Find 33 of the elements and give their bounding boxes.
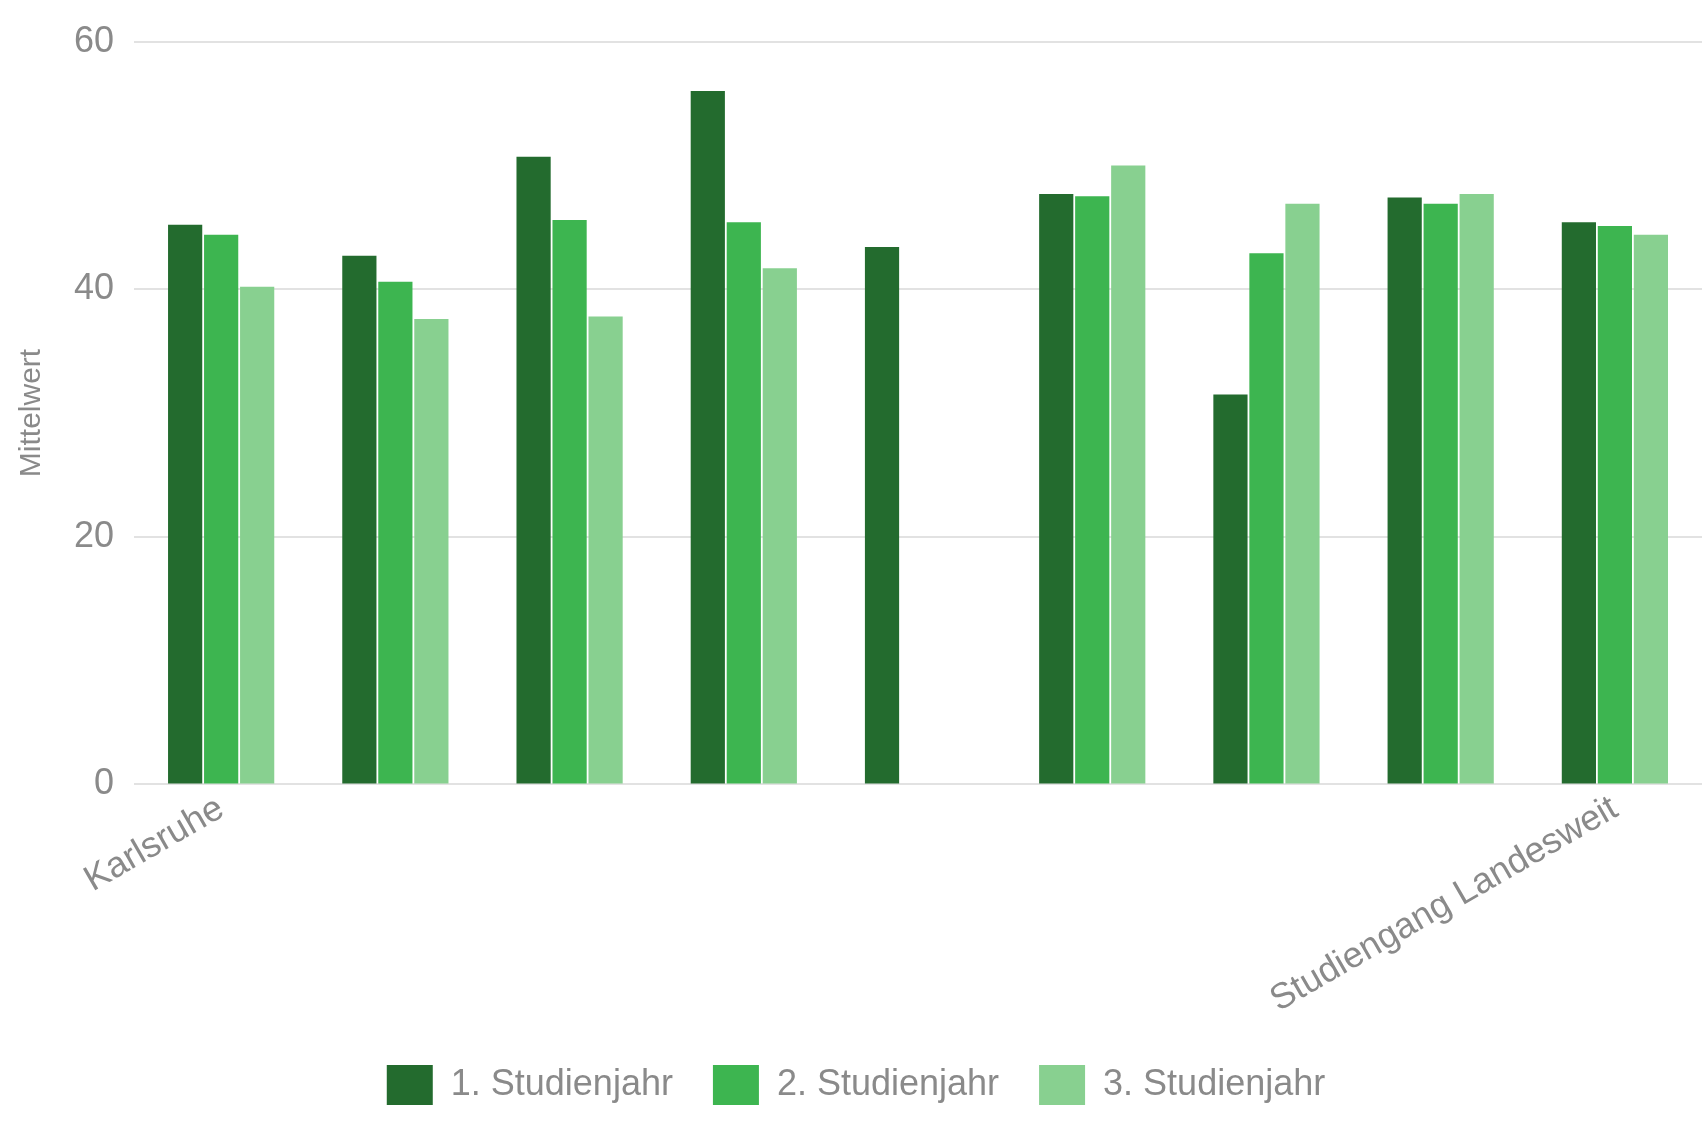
bar (1633, 234, 1668, 784)
y-axis-title: Mittelwert (13, 348, 47, 478)
bar (726, 222, 761, 784)
bar (762, 268, 797, 784)
bar (552, 219, 587, 784)
bar (516, 156, 551, 784)
bar (240, 286, 275, 784)
bar (588, 316, 623, 784)
y-tick-label: 0 (94, 761, 115, 803)
legend-label: 1. Studienjahr (450, 1061, 673, 1103)
y-tick-label: 20 (74, 513, 115, 555)
legend-label: 3. Studienjahr (1103, 1061, 1326, 1103)
y-tick-label: 40 (74, 266, 115, 308)
bar (1387, 197, 1422, 784)
bar (1075, 196, 1110, 784)
bar (414, 318, 449, 784)
bar (1213, 394, 1248, 784)
bar (1597, 226, 1632, 784)
bar (1459, 193, 1494, 784)
bar (1039, 193, 1074, 784)
bar (1423, 203, 1458, 784)
legend-label: 2. Studienjahr (776, 1061, 1000, 1103)
bar (204, 234, 239, 784)
bar (1249, 253, 1284, 784)
bar (168, 224, 203, 784)
bar (864, 247, 900, 784)
bar (378, 281, 413, 784)
bar (1111, 165, 1146, 784)
y-tick-label: 60 (74, 18, 115, 60)
bar (1285, 203, 1320, 784)
bar (1561, 222, 1596, 784)
bar (690, 91, 725, 784)
bar (342, 255, 377, 784)
